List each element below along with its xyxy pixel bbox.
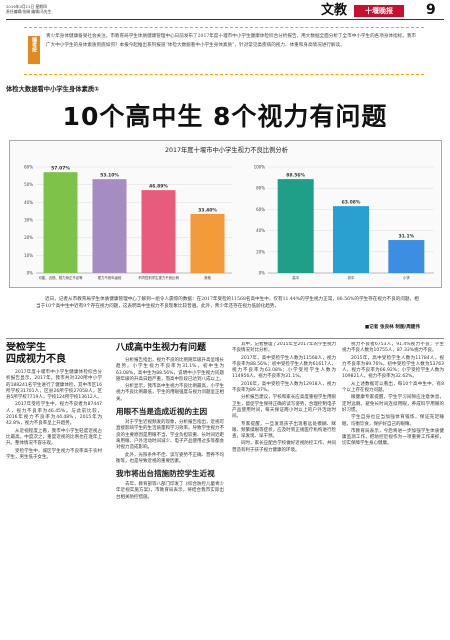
lead-byline: ■记者 张良林 制图/周建伟 <box>364 325 420 330</box>
editor-note-tag: 编者按 <box>28 36 40 64</box>
bar <box>190 213 225 273</box>
chart-right: 0% 20% 40% 60% 80% 100% 88.56% 高中 63.08% 初中 31.1% 小… <box>254 165 434 280</box>
bar <box>141 190 176 273</box>
bar-value-label: 88.56% <box>286 173 305 179</box>
col4-paragraph: 眼健康专家提醒，学生学习间隙应注意休息，定时远眺，避免长时间连续用眼，养成科学用… <box>342 395 444 413</box>
col2-paragraph: 分析显示，我市高中生视力不良比例最高，小学生视力不良比例最低，学生的用眼强度与视… <box>116 384 224 402</box>
bar-value-label: 57.07% <box>51 166 70 172</box>
col4-paragraph: 市教育局表示，今后将进一步加强学生体质健康监测工作，把防控近视作为一项重要工作来… <box>342 428 444 447</box>
y-tick-label: 40% <box>24 200 33 205</box>
col2-sub-body-2: 去年，教育部等八部门印发了《综合防控儿童青少年近视实施方案》，市教育局表示，将结… <box>116 482 224 501</box>
col3-paragraph: 其中，记者整理了2015年至2017年的学生视力不良情况对比分析。 <box>232 342 336 354</box>
col1-paragraph: 2017年度十堰市中小学生健康体检综合分析报告显示，2017年，我市共对320所… <box>6 370 102 401</box>
y-tick-label: 60% <box>256 207 265 212</box>
category-label: 高中 <box>292 275 299 280</box>
col4-paragraph: 视力不良者6753人，91.4%视力不良；学生视力不良人数为10755人，87.… <box>342 342 444 354</box>
column-4: 视力不良者6753人，91.4%视力不良；学生视力不良人数为10755人，87.… <box>342 342 444 638</box>
col2-paragraph: 此外，光照条件不佳、读写姿势不正确、营养不均衡等，也是导致近视的重要因素。 <box>116 452 224 464</box>
col2-paragraph: 去年，教育部等八部门印发了《综合防控儿童青少年近视实施方案》，市教育局表示，将结… <box>116 482 224 500</box>
bar-value-label: 53.10% <box>100 173 119 179</box>
column-2: 八成高中生视力有问题 分析报告指出，视力不良的比例随年级升高呈增长趋势。小学生视… <box>116 342 224 638</box>
y-tick-label: 20% <box>256 249 265 254</box>
col1-paragraph: 2017年受检学生中，视力不良者为87447人，视力不良率为46.45%。与此前… <box>6 402 102 427</box>
col1-paragraph: 受检学生中，城区学生视力不良率高于农村学生，男生低于女生。 <box>6 448 102 460</box>
category-label: 可能、近视、视力矫正不足等 <box>38 275 83 280</box>
bar <box>333 206 369 273</box>
date-line: 2019年4月11日 星期四 <box>6 4 47 9</box>
chart-panel: 2017年度十堰市中小学生视力不良比例分析 0% 10% 20% 30% 40% 50% 6… <box>9 140 442 288</box>
col2-paragraph: 分析报告指出，视力不良的比例随年级升高呈增长趋势。小学生视力不良率为31.1%，… <box>116 358 224 382</box>
bar <box>92 179 127 273</box>
col2-title: 八成高中生视力有问题 <box>116 343 207 353</box>
col4-paragraph: 从上述数据可以看出，每10个高中生中，有8个以上存在视力问题。 <box>342 381 444 394</box>
col3-paragraph: 专家提醒，一旦发现孩子出现看远处模糊、眯眼、频繁揉眼等症状，应及时到正规医疗机构… <box>232 421 336 440</box>
column-3: 其中，记者整理了2015年至2017年的学生视力不良情况对比分析。 2017年，… <box>232 342 336 638</box>
bar-value-label: 33.40% <box>198 207 217 213</box>
paper-logo: 十堰晚报 <box>354 5 404 17</box>
category-label: 不同性别学生视力不良比例 <box>138 275 179 280</box>
col2-body: 分析报告指出，视力不良的比例随年级升高呈增长趋势。小学生视力不良率为31.1%，… <box>116 358 224 403</box>
col1-paragraph: 从近视程度上看，我市中小学生轻度近视占比最高，中度次之，重度近视的比例也在逐年上… <box>6 428 102 447</box>
col3-paragraph: 分析报告建议，学校和家长应高度重视学生用眼卫生，督促学生保持正确的读写姿势，合理… <box>232 395 336 420</box>
col1-body: 2017年度十堰市中小学生健康体检综合分析报告显示，2017年，我市共对320所… <box>6 370 102 461</box>
column-1: 受检学生 四成视力不良 2017年度十堰市中小学生健康体检综合分析报告显示，20… <box>6 342 102 638</box>
y-tick-label: 60% <box>24 165 33 170</box>
bar-value-label: 31.1% <box>399 234 415 240</box>
y-tick-label: 80% <box>256 186 265 191</box>
bar <box>388 240 425 273</box>
col1-title: 受检学生 <box>6 342 46 353</box>
col3-paragraph: 2016年，高中受检学生人数为12918人，视力不良率为89.37%。 <box>232 381 336 394</box>
category-label: 小学 <box>403 275 410 280</box>
col3-paragraph: 2017年，高中受检学生人数为11568人，视力不良率为88.56%；初中受检学… <box>232 355 336 380</box>
kicker: 体检大数据看中小学生身体素质① <box>6 86 100 93</box>
y-tick-label: 0% <box>27 271 34 276</box>
col2-subtitle: 用眼不当是造成近视的主因 <box>116 407 208 417</box>
editor-note-text: 青少年身体健康备受社会关注。市教育局学生体质健康管理中心日前发布了2017年度十… <box>46 34 417 48</box>
col3-body: 其中，记者整理了2015年至2017年的学生视力不良情况对比分析。 2017年，… <box>232 342 336 454</box>
bar-value-label: 63.08% <box>342 200 361 206</box>
col2-sub-body: 对于学生近视频发的现象，分析报告指出，近视可直接影响学生的生活质量和学习效率。导… <box>116 420 224 465</box>
category-label: 初中 <box>348 275 355 280</box>
category-label: 视力不良年级段 <box>98 275 122 280</box>
editor-line: 责任编辑/张琳 编辑/马先生 <box>6 9 52 14</box>
bar <box>43 172 78 273</box>
col2-subtitle-2: 我市将出台措施防控学生近视 <box>116 469 215 479</box>
headline: 10个高中生 8个视力有问题 <box>62 102 388 131</box>
col3-paragraph: 同时，家长应配合学校做好近视防控工作，共同营造有利于孩子视力健康的环境。 <box>232 441 336 453</box>
bar <box>277 179 314 273</box>
y-tick-label: 100% <box>254 165 266 170</box>
editor-note: 编者按 青少年身体健康备受社会关注。市教育局学生体质健康管理中心日前发布了201… <box>24 27 424 75</box>
lead-text: 近日，记者从市教育局学生体质健康管理中心了解到一组令人震惊的数据：在2017年受… <box>36 297 419 309</box>
chart-left: 0% 10% 20% 30% 40% 50% 60% 57.07% 可能、近视、视力矫正不足等 5… <box>24 165 232 280</box>
y-tick-label: 20% <box>24 235 33 240</box>
lead-box: 近日，记者从市教育局学生体质健康管理中心了解到一组令人震惊的数据：在2017年受… <box>36 296 420 332</box>
col4-paragraph: 学生自身也应当加强体育锻炼，保证充足睡眠，均衡饮食，保护好自己的眼睛。 <box>342 415 444 427</box>
col1-title-2: 四成视力不良 <box>6 354 66 365</box>
y-tick-label: 40% <box>256 228 265 233</box>
page-number: 9 <box>426 2 436 18</box>
y-tick-label: 50% <box>24 182 33 187</box>
y-tick-label: 0% <box>259 271 266 276</box>
bar-value-label: 46.89% <box>149 184 168 190</box>
col2-paragraph: 对于学生近视频发的现象，分析报告指出，近视可直接影响学生的生活质量和学习效率。导… <box>116 420 224 451</box>
col4-paragraph: 2015年，高中受检学生人数为11784人，视力不良率为89.76%，初中受检学… <box>342 355 444 380</box>
y-tick-label: 10% <box>24 253 33 258</box>
page-header: 2019年4月11日 星期四 责任编辑/张琳 编辑/马先生 文教 十堰晚报 9 <box>6 2 444 20</box>
section-name: 文教 <box>321 3 348 18</box>
col4-body: 视力不良者6753人，91.4%视力不良；学生视力不良人数为10755人，87.… <box>342 342 444 448</box>
divider <box>6 338 444 339</box>
chart-title: 2017年度十堰市中小学生视力不良比例分析 <box>164 147 289 154</box>
y-tick-label: 30% <box>24 218 33 223</box>
category-label: 其他 <box>204 275 211 280</box>
